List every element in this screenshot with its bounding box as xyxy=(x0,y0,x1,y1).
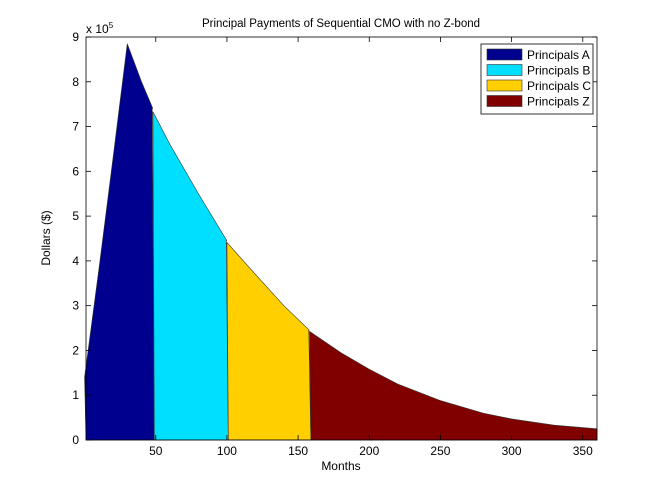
y-tick-label: 9 xyxy=(72,30,79,44)
y-tick-label: 8 xyxy=(72,75,79,89)
x-tick-label: 250 xyxy=(430,444,450,458)
y-tick-label: 1 xyxy=(72,388,79,402)
x-tick-label: 200 xyxy=(359,444,379,458)
plot-areas xyxy=(84,43,598,441)
chart-title: Principal Payments of Sequential CMO wit… xyxy=(202,18,480,30)
x-tick-label: 50 xyxy=(149,444,163,458)
y-exponent-label: x 105 xyxy=(86,21,114,36)
y-tick-label: 0 xyxy=(72,433,79,447)
legend-swatch xyxy=(486,79,523,92)
area-principals-a xyxy=(84,43,155,441)
y-axis-label: Dollars ($) xyxy=(39,210,53,265)
legend-swatch xyxy=(486,64,523,76)
legend-swatch xyxy=(486,95,523,107)
x-tick-label: 100 xyxy=(217,444,237,458)
legend-label: Principals C xyxy=(527,79,591,93)
y-tick-label: 6 xyxy=(72,164,79,178)
y-tick-label: 4 xyxy=(72,254,79,268)
y-axis-ticks: 0 1 2 3 4 5 6 7 8 9 xyxy=(72,30,597,447)
area-principals-z xyxy=(309,330,598,441)
legend-label: Principals B xyxy=(527,64,590,78)
x-axis-label: Months xyxy=(321,459,360,473)
x-tick-label: 350 xyxy=(573,444,593,458)
x-tick-label: 300 xyxy=(502,444,522,458)
area-principals-b xyxy=(152,111,229,441)
x-axis-ticks: 50 100 150 200 250 300 350 xyxy=(149,37,593,458)
plot-frame xyxy=(85,36,598,441)
area-principals-c xyxy=(226,241,312,441)
legend-label: Principals A xyxy=(527,48,590,62)
y-tick-label: 5 xyxy=(72,209,79,223)
legend-label: Principals Z xyxy=(527,95,590,109)
y-tick-label: 7 xyxy=(72,120,79,134)
legend-swatch xyxy=(486,48,523,61)
y-tick-label: 2 xyxy=(72,343,79,357)
x-tick-label: 150 xyxy=(288,444,308,458)
y-tick-label: 3 xyxy=(72,299,79,313)
